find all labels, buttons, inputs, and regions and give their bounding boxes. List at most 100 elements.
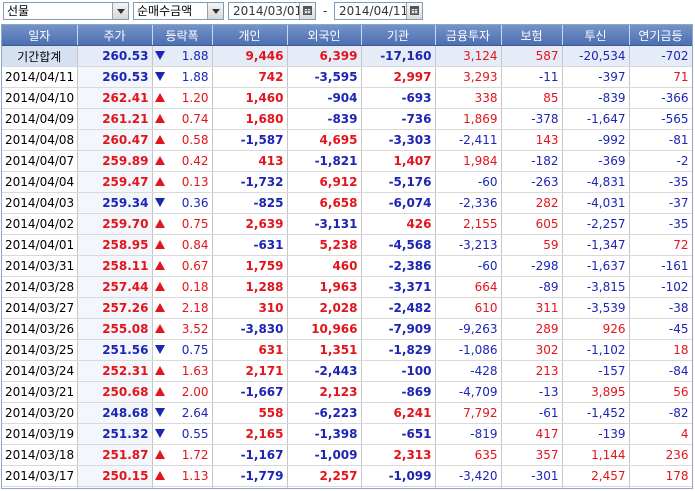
cell-date: 2014/04/02 [2, 213, 78, 235]
cell-change-value: 0.67 [181, 259, 209, 273]
col-price-header[interactable]: 주가 [77, 25, 153, 46]
cell-institution: -3,371 [361, 276, 436, 298]
cell-foreign: -3,595 [287, 66, 362, 88]
cell-insurance: 357 [501, 444, 563, 466]
cell-insurance: -263 [501, 171, 563, 193]
cell-insurance: -182 [501, 150, 563, 172]
col-foreign-header[interactable]: 외국인 [287, 25, 362, 46]
cell-pension: 72 [629, 234, 692, 256]
cell-foreign: 6,399 [287, 45, 362, 67]
table-row[interactable]: 2014/03/20 248.68 2.64 558 -6,223 6,241 7,792-… [2, 402, 692, 424]
table-row[interactable]: 2014/03/27 257.26 2.18 310 2,028 -2,482 610 311… [2, 297, 692, 319]
cell-trust: -1,637 [562, 255, 630, 277]
cell-trust: -992 [562, 129, 630, 151]
table-row[interactable]: 2014/03/18 251.87 1.72 -1,167 -1,009 2,313 635… [2, 444, 692, 466]
cell-insurance: 94 [501, 486, 563, 488]
table-row[interactable]: 2014/04/10 262.41 1.20 1,460 -904 -693 338 85 -8… [2, 87, 692, 109]
cell-insurance: 59 [501, 234, 563, 256]
cell-date: 2014/04/11 [2, 66, 78, 88]
cell-individual: 2,165 [212, 423, 288, 445]
table-row[interactable]: 2014/04/02 259.70 0.75 2,639 -3,131 426 2,155 6… [2, 213, 692, 235]
cell-fin-invest: -2,336 [435, 192, 502, 214]
table-row[interactable]: 2014/03/17 250.15 1.13 -1,779 2,257 -1,099 -3,… [2, 465, 692, 487]
cell-institution: -17,160 [361, 45, 436, 67]
cell-foreign: -2,443 [287, 360, 362, 382]
cell-institution: -651 [361, 423, 436, 445]
cell-price: 257.44 [77, 276, 153, 298]
cell-fin-invest: 3,124 [435, 45, 502, 67]
cell-fin-invest: 1,187 [435, 486, 502, 488]
cell-individual: 413 [212, 150, 288, 172]
arrow-up-icon [154, 282, 165, 291]
date-range-separator: - [323, 4, 328, 18]
cell-change-value: 0.55 [181, 427, 209, 441]
col-change-header[interactable]: 등락폭 [152, 25, 213, 46]
table-row[interactable]: 2014/03/25 251.56 0.75 631 1,351 -1,829 -1,086… [2, 339, 692, 361]
cell-insurance: 143 [501, 129, 563, 151]
table-row[interactable]: 2014/04/09 261.21 0.74 1,680 -839 -736 1,869 -3… [2, 108, 692, 130]
cell-institution: 426 [361, 213, 436, 235]
cell-change: 2.07 [152, 486, 213, 488]
metric-select[interactable]: 순매수금액 [133, 2, 224, 20]
table-row[interactable]: 2014/04/03 259.34 0.36 -825 6,658 -6,074 -2,33… [2, 192, 692, 214]
col-institution-header[interactable]: 기관 [361, 25, 436, 46]
table-row[interactable]: 2014/03/14249.022.07-8172,973-1,7231,187… [2, 486, 692, 488]
cell-date: 2014/03/20 [2, 402, 78, 424]
col-insurance-header[interactable]: 보험 [501, 25, 563, 46]
col-individual-header[interactable]: 개인 [212, 25, 288, 46]
market-select[interactable]: 선물 [3, 2, 129, 20]
market-select-dropdown-button[interactable] [112, 3, 128, 19]
cell-fin-invest: 338 [435, 87, 502, 109]
cell-price: 255.08 [77, 318, 153, 340]
cell-pension: -35 [629, 171, 692, 193]
table-row[interactable]: 2014/04/04 259.47 0.13 -1,732 6,912 -5,176 -60… [2, 171, 692, 193]
cell-change-value: 3.52 [181, 322, 209, 336]
cell-price: 262.41 [77, 87, 153, 109]
start-date-field[interactable]: 2014/03/01 [228, 2, 316, 20]
col-trust-header[interactable]: 투신 [562, 25, 630, 46]
cell-institution: -1,829 [361, 339, 436, 361]
cell-trust: -397 [562, 66, 630, 88]
cell-trust: -3,815 [562, 276, 630, 298]
cell-fin-invest: -819 [435, 423, 502, 445]
metric-select-dropdown-button[interactable] [207, 3, 223, 19]
cell-insurance: 311 [501, 297, 563, 319]
cell-institution: -5,176 [361, 171, 436, 193]
cell-individual: 2,639 [212, 213, 288, 235]
cell-date: 2014/04/09 [2, 108, 78, 130]
table-row[interactable]: 2014/04/08 260.47 0.58 -1,587 4,695 -3,303 -2,… [2, 129, 692, 151]
cell-change-value: 1.13 [181, 469, 209, 483]
table-row[interactable]: 2014/04/11 260.53 1.88 742 -3,595 2,997 3,293-… [2, 66, 692, 88]
table-row[interactable]: 2014/03/31 258.11 0.67 1,759 460 -2,386 -60 -29… [2, 255, 692, 277]
col-fin-invest-header[interactable]: 금융투자 [435, 25, 502, 46]
cell-foreign: 1,963 [287, 276, 362, 298]
cell-change: 1.13 [152, 465, 213, 487]
table-row[interactable]: 2014/03/26 255.08 3.52 -3,830 10,966 -7,909 -9… [2, 318, 692, 340]
table-row[interactable]: 2014/03/19 251.32 0.55 2,165 -1,398 -651 -819 4… [2, 423, 692, 445]
table-row[interactable]: 2014/04/07 259.89 0.42 413 -1,821 1,407 1,984-… [2, 150, 692, 172]
end-date-calendar-button[interactable] [406, 3, 422, 19]
cell-trust: 1,144 [562, 444, 630, 466]
cell-price: 259.89 [77, 150, 153, 172]
start-date-calendar-button[interactable] [299, 3, 315, 19]
cell-individual: 1,759 [212, 255, 288, 277]
table-row[interactable]: 2014/03/28 257.44 0.18 1,288 1,963 -3,371 664-… [2, 276, 692, 298]
cell-change: 1.72 [152, 444, 213, 466]
cell-individual: -1,779 [212, 465, 288, 487]
cell-foreign: 10,966 [287, 318, 362, 340]
table-row-total[interactable]: 기간합계 260.53 1.88 9,446 6,399 -17,160 3,124 587-… [2, 45, 692, 67]
cell-fin-invest: 664 [435, 276, 502, 298]
col-date-header[interactable]: 일자 [2, 25, 78, 46]
table-row[interactable]: 2014/04/01 258.95 0.84 -631 5,238 -4,568 -3,21… [2, 234, 692, 256]
table-row[interactable]: 2014/03/24 252.31 1.63 2,171 -2,443 -100 -428 2… [2, 360, 692, 382]
cell-date: 2014/03/31 [2, 255, 78, 277]
end-date-field[interactable]: 2014/04/11 [334, 2, 423, 20]
cell-price: 260.53 [77, 66, 153, 88]
col-pension-header[interactable]: 연기금등 [629, 25, 692, 46]
cell-change-value: 1.63 [181, 364, 209, 378]
cell-foreign: -6,223 [287, 402, 362, 424]
table-row[interactable]: 2014/03/21 250.68 2.00 -1,667 2,123 -869 -4,70… [2, 381, 692, 403]
cell-insurance: 85 [501, 87, 563, 109]
cell-pension: -702 [629, 45, 692, 67]
cell-change: 1.88 [152, 45, 213, 67]
